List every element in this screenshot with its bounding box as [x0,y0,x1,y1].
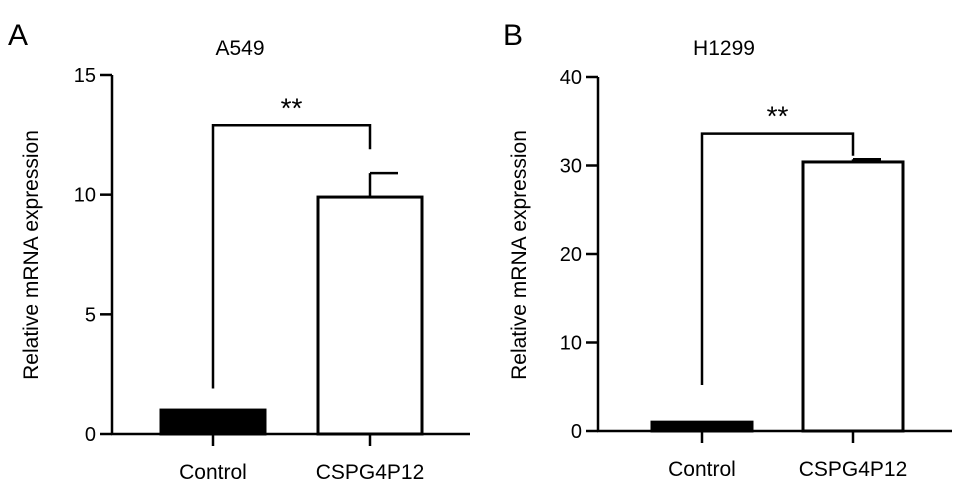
significance-bracket [211,124,372,389]
panel-letter: B [503,19,523,52]
y-axis-label: Relative mRNA expression [508,130,531,380]
y-tick-label: 10 [560,333,582,355]
x-tick-label: Control [668,458,736,481]
y-axis-label: Relative mRNA expression [20,130,43,380]
x-tick-label: Control [179,461,247,484]
y-tick-label: 40 [560,67,582,89]
y-tick-label: 0 [571,421,582,443]
y-tick-label: 20 [560,244,582,266]
chart-panel-b: B H1299 Relative mRNA expression 0 10 20 30 40 C… [503,19,952,481]
x-tick-label: CSPG4P12 [799,458,908,481]
bar [650,420,754,433]
y-tick-label: 0 [85,424,96,446]
y-tick-label: 5 [85,304,96,326]
y-tick-label: 15 [74,65,96,87]
chart-title: A549 [215,37,264,60]
bar [801,160,905,433]
y-tick-label: 30 [560,156,582,178]
y-tick-label: 10 [74,185,96,207]
significance-bracket [700,132,855,385]
significance-label: ** [767,101,789,132]
panel-letter: A [8,19,28,52]
bar [316,195,424,436]
significance-label: ** [281,92,303,123]
bar [159,408,267,436]
chart-title: H1299 [693,37,755,60]
x-tick-label: CSPG4P12 [316,461,425,484]
chart-panel-a: A A549 Relative mRNA expression 0 5 10 15 Contr… [8,19,470,484]
